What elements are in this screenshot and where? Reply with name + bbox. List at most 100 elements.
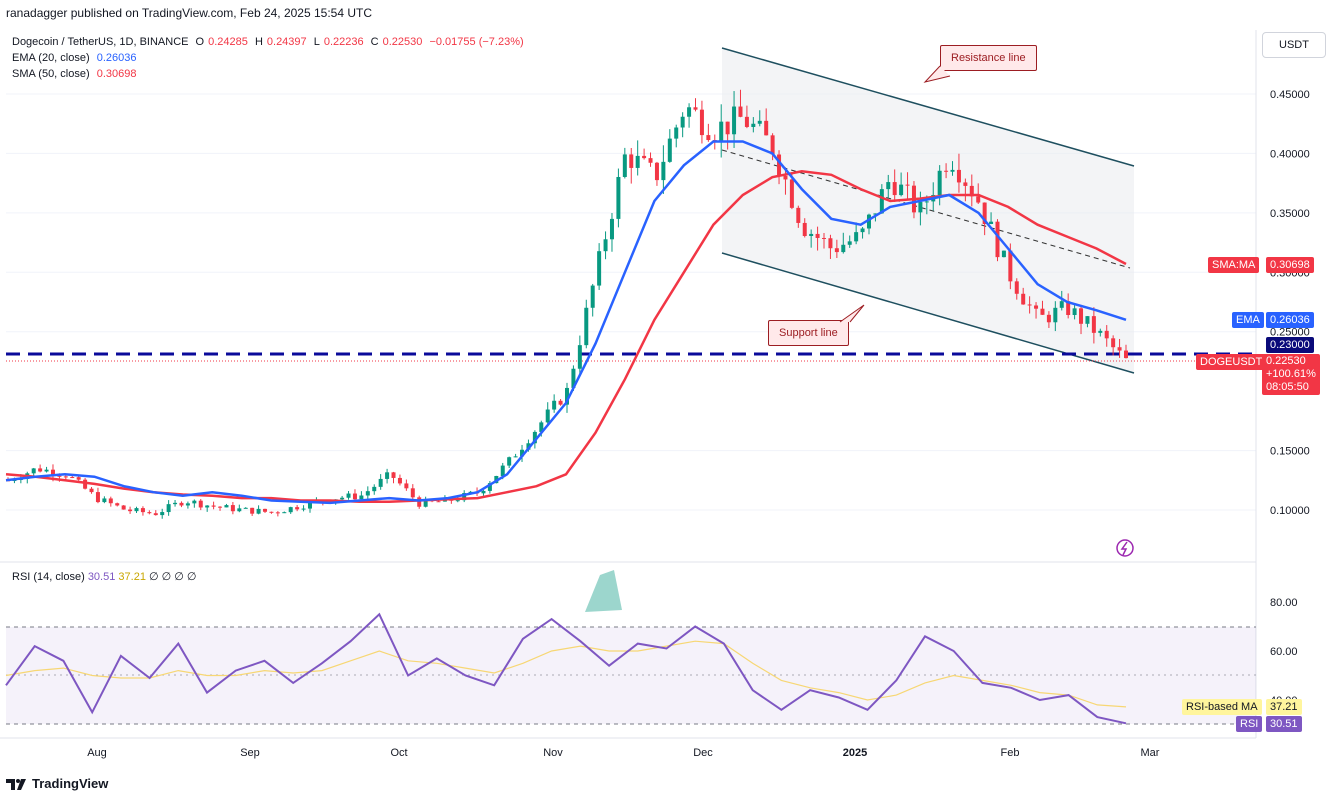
rsi-ma-legend-value: 37.21 bbox=[118, 571, 146, 583]
candle-body bbox=[565, 387, 569, 405]
price-tick-label: 0.45000 bbox=[1270, 89, 1310, 101]
candle-body bbox=[385, 472, 390, 479]
candle-body bbox=[481, 490, 486, 494]
symbol-tag-block: 0.22530 +100.61% 08:05:50 bbox=[1262, 354, 1320, 395]
candle-body bbox=[789, 179, 794, 208]
candle-body bbox=[558, 400, 563, 405]
symbol-tag-value: 0.22530 bbox=[1266, 355, 1306, 367]
candle-body bbox=[597, 251, 602, 286]
candle-body bbox=[173, 502, 178, 505]
candle-body bbox=[873, 213, 878, 215]
time-axis: Aug Sep Oct Nov Dec 2025 Feb Mar bbox=[87, 747, 1160, 759]
candle-body bbox=[809, 233, 814, 237]
open-value: 0.24285 bbox=[208, 36, 248, 48]
candle-body bbox=[263, 508, 268, 512]
candle-body bbox=[237, 508, 242, 512]
rsi-ma-tag-label: RSI-based MA bbox=[1182, 699, 1262, 715]
candle-body bbox=[642, 155, 647, 159]
candle-body bbox=[1034, 305, 1039, 309]
candle-body bbox=[622, 154, 627, 177]
rsi-legend-label[interactable]: RSI (14, close) bbox=[12, 571, 85, 583]
candle-body bbox=[301, 508, 306, 510]
candle-body bbox=[256, 508, 261, 514]
ema-legend-label[interactable]: EMA (20, close) bbox=[12, 52, 90, 64]
candle-body bbox=[340, 497, 345, 500]
candle-body bbox=[532, 431, 537, 444]
tradingview-logo[interactable]: TradingView bbox=[6, 776, 108, 791]
time-tick-label: Dec bbox=[693, 747, 713, 759]
candle-body bbox=[455, 500, 460, 502]
support-callout[interactable]: Support line bbox=[768, 320, 849, 346]
candle-body bbox=[410, 488, 415, 498]
candle-body bbox=[1079, 308, 1084, 324]
candle-body bbox=[211, 505, 216, 507]
channel-midline bbox=[721, 149, 1131, 269]
candle-body bbox=[391, 472, 396, 478]
candle-body bbox=[192, 500, 197, 504]
candle-body bbox=[892, 182, 897, 196]
symbol-tag-change: +100.61% bbox=[1266, 368, 1316, 380]
candle-body bbox=[500, 465, 505, 476]
currency-button[interactable]: USDT bbox=[1262, 32, 1326, 58]
candle-body bbox=[899, 184, 904, 196]
candle-body bbox=[269, 511, 274, 513]
candle-body bbox=[905, 184, 910, 186]
candle-body bbox=[770, 135, 775, 155]
ema-legend-value: 0.26036 bbox=[96, 52, 137, 64]
candle-body bbox=[783, 175, 788, 180]
publish-info: ranadagger published on TradingView.com,… bbox=[6, 6, 373, 20]
candle-body bbox=[963, 182, 968, 186]
candle-body bbox=[584, 307, 589, 346]
price-axis: 0.450000.400000.350000.300000.250000.150… bbox=[1270, 89, 1310, 517]
high-label: H bbox=[254, 36, 263, 48]
ema-tag-value: 0.26036 bbox=[1266, 312, 1314, 328]
candle-body bbox=[134, 508, 139, 512]
candle-body bbox=[76, 477, 81, 480]
candle-body bbox=[307, 501, 312, 509]
lightning-icon[interactable] bbox=[1116, 539, 1134, 557]
rsi-tag-value: 30.51 bbox=[1266, 716, 1302, 732]
candle-body bbox=[918, 202, 923, 213]
candle-body bbox=[185, 503, 190, 506]
candle-body bbox=[603, 239, 608, 252]
resistance-callout[interactable]: Resistance line bbox=[940, 45, 1037, 71]
candle-body bbox=[1104, 330, 1109, 339]
price-tick-label: 0.10000 bbox=[1270, 505, 1310, 517]
candle-body bbox=[841, 244, 846, 253]
candle-body bbox=[160, 512, 165, 516]
price-tick-label: 0.35000 bbox=[1270, 208, 1310, 220]
candle-body bbox=[982, 202, 987, 225]
symbol-name[interactable]: Dogecoin / TetherUS, 1D, BINANCE bbox=[12, 36, 189, 48]
candle-body bbox=[1059, 301, 1064, 308]
rsi-tick-label: 80.00 bbox=[1270, 597, 1298, 609]
candle-body bbox=[44, 469, 49, 472]
candle-body bbox=[706, 135, 711, 141]
low-value: 0.22236 bbox=[323, 36, 364, 48]
candle-body bbox=[1091, 316, 1096, 333]
rsi-tick-label: 60.00 bbox=[1270, 646, 1298, 658]
candle-body bbox=[288, 507, 293, 513]
price-tick-label: 0.40000 bbox=[1270, 148, 1310, 160]
candle-body bbox=[462, 493, 467, 501]
candle-body bbox=[1098, 330, 1103, 333]
sma-tag-label: SMA:MA bbox=[1208, 257, 1260, 273]
candle-body bbox=[365, 491, 370, 496]
close-label: C bbox=[370, 36, 379, 48]
candle-body bbox=[937, 170, 942, 195]
candle-body bbox=[57, 475, 62, 477]
ema-line bbox=[5, 140, 1127, 505]
symbol-tag-label: DOGEUSDT bbox=[1196, 354, 1267, 370]
candle-body bbox=[699, 109, 704, 136]
candle-body bbox=[751, 123, 756, 127]
candle-body bbox=[571, 368, 576, 388]
candle-body bbox=[674, 127, 679, 139]
candle-body bbox=[250, 507, 255, 514]
resistance-line[interactable] bbox=[721, 47, 1135, 167]
sma-legend-label[interactable]: SMA (50, close) bbox=[12, 68, 90, 80]
candle-body bbox=[545, 409, 550, 423]
candle-body bbox=[487, 483, 492, 491]
price-tick-label: 0.25000 bbox=[1270, 327, 1310, 339]
candle-body bbox=[102, 498, 107, 503]
time-tick-label: Feb bbox=[1001, 747, 1020, 759]
